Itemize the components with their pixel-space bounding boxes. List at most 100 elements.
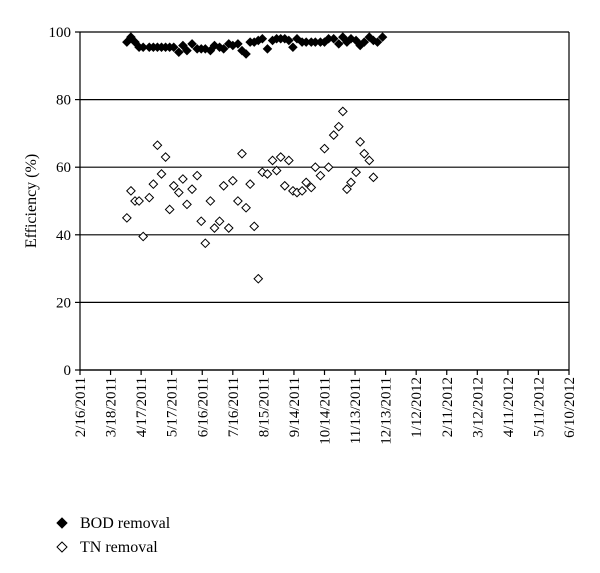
data-point [262,169,273,179]
data-point [377,32,388,42]
data-point [359,148,370,159]
data-point [130,37,140,47]
data-point [126,185,136,196]
data-point [297,185,307,196]
data-point [214,216,225,227]
data-point [342,184,352,195]
data-point [205,196,216,206]
data-point [310,162,321,173]
x-tick-label: 5/17/2011 [165,377,181,437]
data-point [241,202,251,213]
data-point [267,155,278,166]
legend-label: TN removal [80,539,158,556]
data-point [223,223,234,233]
x-tick-label: 9/14/2011 [287,377,303,437]
y-tick-label: 100 [49,25,72,41]
series-tn [121,106,379,284]
data-point [178,40,188,51]
data-point [168,42,179,52]
data-point [338,32,348,42]
x-tick-label: 1/12/2012 [409,377,425,438]
x-tick-label: 6/10/2012 [562,377,578,438]
data-point [355,136,366,147]
data-point [218,180,229,191]
x-tick-label: 2/16/2011 [73,377,89,437]
data-point [227,175,238,186]
data-point [257,33,268,44]
data-point [182,199,192,210]
x-tick-label: 2/11/2012 [440,377,456,437]
data-point [134,196,144,206]
data-point [337,106,348,117]
data-point [126,32,136,42]
data-point [177,174,188,184]
data-point [187,184,197,195]
data-point [187,39,197,49]
data-point [148,179,159,190]
data-point [284,35,294,46]
data-point [156,169,167,179]
data-point [279,180,290,191]
data-point [232,196,243,206]
data-point [333,39,344,49]
data-point [275,152,286,162]
gridlines [80,31,569,371]
data-point [315,170,326,181]
plot-frame [75,31,570,375]
data-point [301,177,312,188]
data-point [200,238,211,249]
y-tick-label: 0 [64,363,72,379]
data-point [233,39,243,49]
legend-label: BOD removal [80,515,171,532]
data-point [144,192,155,203]
y-tick-label: 40 [56,228,71,244]
data-point [333,121,344,132]
data-point [122,37,132,47]
data-point [249,221,260,232]
data-point [237,148,247,159]
data-point [168,180,179,191]
data-point [121,212,132,223]
data-point [241,49,251,59]
data-point [152,140,163,151]
legend-marker [56,517,68,529]
data-point [288,42,298,52]
data-point [138,231,149,242]
x-tick-labels: 2/16/2011 3/18/2011 4/17/2011 5/17/2011 6/16… [73,377,578,445]
data-point [351,167,361,178]
x-tick-label: 5/11/2012 [531,377,547,437]
data-point [205,45,216,56]
data-point [319,143,330,154]
data-point [271,165,282,176]
data-point [283,155,294,166]
y-axis-title: Efficiency (%) [23,154,40,248]
data-point [160,152,171,162]
data-point [174,47,184,58]
x-tick-label: 6/16/2011 [195,377,211,437]
data-point [292,33,302,44]
series-bod [122,32,388,59]
data-point [196,216,207,227]
data-points [121,32,388,284]
data-point [328,33,339,44]
data-point [306,182,317,193]
x-tick-label: 10/14/2011 [318,377,334,445]
x-tick-label: 12/13/2011 [379,377,395,445]
data-point [182,45,192,56]
x-tick-label: 3/18/2011 [104,377,120,437]
data-point [173,187,184,198]
data-point [364,155,375,166]
y-tick-label: 60 [56,160,71,176]
legend: BOD removal TN removal [56,515,171,556]
legend-marker [56,541,68,553]
data-point [346,33,356,44]
x-tick-label: 11/13/2011 [348,377,364,444]
y-tick-labels: 0 20 40 60 80 100 [49,25,72,379]
data-point [218,44,229,54]
data-point [372,37,383,47]
x-tick-label: 7/16/2011 [226,377,242,437]
x-tick-label: 3/12/2012 [470,377,486,438]
y-tick-label: 80 [56,93,71,109]
data-point [359,37,369,47]
